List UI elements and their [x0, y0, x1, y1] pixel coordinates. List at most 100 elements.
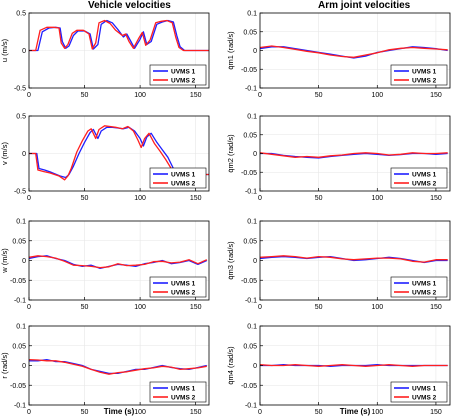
- panel-4-series-1-line: [259, 46, 448, 59]
- panel-4-xtick-label-2: 100: [371, 92, 383, 99]
- panel-2-xtick-label-3: 150: [190, 304, 202, 311]
- panel-7-xtick-label-2: 100: [371, 409, 383, 416]
- panel-1-ylabel: v (m/s): [0, 142, 9, 165]
- panel-5-ytick-label-2: 0: [253, 151, 257, 158]
- panel-4-xtick-label-0: 0: [258, 92, 262, 99]
- panel-2-legend-label-2: UVMS 2: [171, 290, 196, 297]
- panel-2-ytick-label-4: -0.1: [14, 298, 26, 305]
- panel-3-ytick-label-2: 0: [22, 363, 26, 370]
- panel-4-legend-label-1: UVMS 1: [412, 69, 437, 76]
- panel-7-ytick-label-0: 0.1: [247, 324, 257, 331]
- left-column-title: Vehicle velocities: [88, 0, 171, 11]
- panel-6-xtick-label-2: 100: [371, 304, 383, 311]
- panel-0-legend-label-1: UVMS 1: [171, 69, 196, 76]
- panel-5-legend-label-2: UVMS 2: [412, 181, 437, 188]
- panel-1-ytick-label-1: 0: [22, 151, 26, 158]
- panel-6-xtick-label-1: 50: [315, 304, 323, 311]
- panel-7-ytick-label-3: -0.05: [241, 383, 257, 390]
- panel-5-ytick-label-4: -0.1: [245, 189, 257, 196]
- panel-0-ytick-label-1: 0: [22, 48, 26, 55]
- panel-5-ytick-label-3: -0.05: [241, 170, 257, 177]
- panel-0-ylabel: u (m/s): [0, 38, 9, 62]
- panel-0-ytick-label-0: 0.5: [16, 11, 26, 18]
- panel-4-ylabel: q̇m1 (rad/s): [226, 31, 235, 70]
- panel-7-xtick-label-1: 50: [315, 409, 323, 416]
- panel-5-ylabel: q̇m2 (rad/s): [226, 134, 235, 173]
- panel-3-legend-label-2: UVMS 2: [171, 395, 196, 402]
- panel-0-xtick-label-3: 150: [190, 92, 202, 99]
- panel-7-ytick-label-4: -0.1: [245, 403, 257, 410]
- panel-4-xtick-label-3: 150: [430, 92, 442, 99]
- panel-6-ytick-label-2: 0: [253, 258, 257, 265]
- panel-2-xtick-label-1: 50: [81, 304, 89, 311]
- panel-1-xtick-label-3: 150: [190, 195, 202, 202]
- panel-0-series-2-line: [29, 19, 209, 52]
- panel-2-xtick-label-0: 0: [27, 304, 31, 311]
- panel-7-ytick-label-1: 0.05: [243, 343, 257, 350]
- panel-0-ytick-label-2: -0.5: [14, 86, 26, 93]
- panel-5-xtick-label-3: 150: [430, 195, 442, 202]
- panel-4-ytick-label-4: -0.1: [245, 86, 257, 93]
- panel-2-ytick-label-0: 0.1: [16, 219, 26, 226]
- panel-0-xtick-label-2: 100: [134, 92, 146, 99]
- panel-3-legend-label-1: UVMS 1: [171, 386, 196, 393]
- panel-1-xtick-label-2: 100: [134, 195, 146, 202]
- panel-7-legend-label-2: UVMS 2: [412, 395, 437, 402]
- panel-1-legend-label-2: UVMS 2: [171, 181, 196, 188]
- panel-3-ytick-label-0: 0.1: [16, 324, 26, 331]
- panel-5-series-2-line: [259, 152, 448, 158]
- panel-4-legend-label-2: UVMS 2: [412, 78, 437, 85]
- panel-2-series-2-line: [28, 255, 208, 269]
- panel-3-xtick-label-0: 0: [27, 409, 31, 416]
- panel-6-ytick-label-3: -0.05: [241, 278, 257, 285]
- panel-1-xtick-label-1: 50: [81, 195, 89, 202]
- left-xaxis-label: Time (s): [104, 407, 135, 416]
- panel-1-ytick-label-0: 0.5: [16, 114, 26, 121]
- panel-4-ytick-label-1: 0.05: [243, 29, 257, 36]
- panel-3-xtick-label-1: 50: [81, 409, 89, 416]
- panel-5-ytick-label-1: 0.05: [243, 132, 257, 139]
- panel-4-ytick-label-0: 0.1: [247, 11, 257, 18]
- panel-2-ylabel: w (m/s): [0, 248, 9, 274]
- panel-6-xtick-label-3: 150: [430, 304, 442, 311]
- panel-3-series-1-line: [29, 358, 207, 375]
- panel-5-xtick-label-1: 50: [315, 195, 323, 202]
- panel-0-xtick-label-1: 50: [81, 92, 89, 99]
- panel-7-series-2-line: [259, 364, 448, 367]
- panel-6-ytick-label-4: -0.1: [245, 298, 257, 305]
- panel-1-legend-label-1: UVMS 1: [171, 172, 196, 179]
- panel-3-ytick-label-1: 0.05: [12, 343, 26, 350]
- panel-4-ytick-label-3: -0.05: [241, 67, 257, 74]
- panel-7-xtick-label-3: 150: [430, 409, 442, 416]
- panel-1-ytick-label-2: -0.5: [14, 189, 26, 196]
- panel-1-xtick-label-0: 0: [27, 195, 31, 202]
- panel-6-legend-label-1: UVMS 1: [412, 281, 437, 288]
- panel-2-ytick-label-3: -0.05: [10, 278, 26, 285]
- panel-4-ytick-label-2: 0: [253, 48, 257, 55]
- panel-6-series-2-line: [259, 255, 448, 263]
- panel-3-ytick-label-4: -0.1: [14, 403, 26, 410]
- panel-3-ytick-label-3: -0.05: [10, 383, 26, 390]
- panel-7-legend-label-1: UVMS 1: [412, 386, 437, 393]
- panel-7-ytick-label-2: 0: [253, 363, 257, 370]
- panel-2-xtick-label-2: 100: [134, 304, 146, 311]
- panel-3-ylabel: r (rad/s): [0, 352, 9, 379]
- right-xaxis-label: Time (s): [340, 407, 371, 416]
- panel-2-legend-label-1: UVMS 1: [171, 281, 196, 288]
- panel-6-legend-label-2: UVMS 2: [412, 290, 437, 297]
- panel-5-xtick-label-0: 0: [258, 195, 262, 202]
- panel-4-xtick-label-1: 50: [315, 92, 323, 99]
- panel-6-ytick-label-1: 0.05: [243, 238, 257, 245]
- panel-2-ytick-label-1: 0.05: [12, 238, 26, 245]
- panel-7-ylabel: q̇m4 (rad/s): [226, 346, 235, 385]
- panel-5-ytick-label-0: 0.1: [247, 114, 257, 121]
- panel-3-series-2-line: [28, 358, 207, 375]
- panel-3-xtick-label-2: 100: [134, 409, 146, 416]
- panel-3-xtick-label-3: 150: [190, 409, 202, 416]
- panel-0-xtick-label-0: 0: [27, 92, 31, 99]
- panel-6-xtick-label-0: 0: [258, 304, 262, 311]
- right-column-title: Arm joint velocities: [318, 0, 411, 11]
- panel-7-xtick-label-0: 0: [258, 409, 262, 416]
- panel-6-ylabel: q̇m3 (rad/s): [226, 241, 235, 280]
